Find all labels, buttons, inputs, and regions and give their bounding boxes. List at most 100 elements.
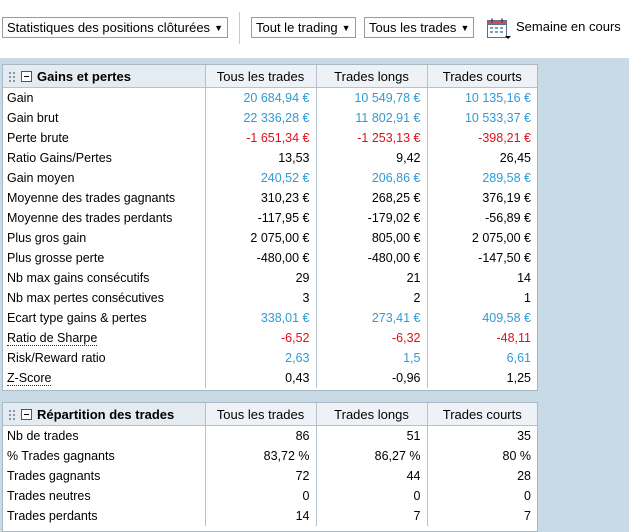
column-header: Trades courts — [427, 403, 537, 426]
row-label-text: Moyenne des trades gagnants — [7, 191, 175, 205]
repartition-table: Répartition des trades Tous les trades T… — [3, 403, 537, 526]
trading-filter-value: Tout le trading — [256, 20, 338, 35]
drag-handle-icon[interactable] — [8, 71, 17, 83]
cell-value: 805,00 € — [316, 228, 427, 248]
row-label: Moyenne des trades gagnants — [3, 188, 205, 208]
table-row: Trades gagnants 72 44 28 — [3, 466, 537, 486]
table-row: Moyenne des trades gagnants 310,23 €268,2… — [3, 188, 537, 208]
table-row: Gain 20 684,94 €10 549,78 €10 135,16 € — [3, 88, 537, 109]
row-label: Trades perdants — [3, 506, 205, 526]
row-label-text[interactable]: Z-Score — [7, 371, 51, 386]
cell-value: -147,50 € — [427, 248, 537, 268]
row-label: Risk/Reward ratio — [3, 348, 205, 368]
calendar-icon — [486, 17, 512, 41]
stats-type-dropdown[interactable]: Statistiques des positions clôturées ▼ — [2, 17, 228, 38]
cell-value: -1 253,13 € — [316, 128, 427, 148]
cell-value: 206,86 € — [316, 168, 427, 188]
cell-value: 376,19 € — [427, 188, 537, 208]
repartition-header: Répartition des trades — [3, 403, 205, 426]
cell-value: 310,23 € — [205, 188, 316, 208]
cell-value: 289,58 € — [427, 168, 537, 188]
cell-value: 35 — [427, 426, 537, 447]
trading-filter-dropdown[interactable]: Tout le trading ▼ — [251, 17, 356, 38]
table-row: Trades perdants 14 7 7 — [3, 506, 537, 526]
cell-value: 2 — [316, 288, 427, 308]
cell-value: 86 — [205, 426, 316, 447]
row-label-text: Ratio Gains/Pertes — [7, 151, 112, 165]
table-row: % Trades gagnants 83,72 % 86,27 % 80 % — [3, 446, 537, 466]
row-label: Perte brute — [3, 128, 205, 148]
cell-value: 0 — [205, 486, 316, 506]
table-row: Gain moyen 240,52 €206,86 €289,58 € — [3, 168, 537, 188]
row-label-text: Gain — [7, 91, 33, 105]
trades-filter-value: Tous les trades — [369, 20, 456, 35]
cell-value: 0 — [427, 486, 537, 506]
toolbar-divider — [239, 12, 240, 44]
row-label: Z-Score — [3, 368, 205, 388]
cell-value: 2,63 — [205, 348, 316, 368]
cell-value: 409,58 € — [427, 308, 537, 328]
row-label-text: Nb max pertes consécutives — [7, 291, 164, 305]
cell-value: 338,01 € — [205, 308, 316, 328]
cell-value: 6,61 — [427, 348, 537, 368]
trades-filter-dropdown[interactable]: Tous les trades ▼ — [364, 17, 474, 38]
cell-value: 3 — [205, 288, 316, 308]
table-row: Gain brut 22 336,28 €11 802,91 €10 533,37… — [3, 108, 537, 128]
table-row: Nb max gains consécutifs 29 21 14 — [3, 268, 537, 288]
row-label-text: Gain brut — [7, 111, 58, 125]
row-label: Trades neutres — [3, 486, 205, 506]
gains-pertes-panel: Gains et pertes Tous les trades Trades l… — [2, 64, 538, 391]
row-label: Nb max pertes consécutives — [3, 288, 205, 308]
row-label-text: Plus grosse perte — [7, 251, 104, 265]
cell-value: -6,52 — [205, 328, 316, 348]
row-label: Moyenne des trades perdants — [3, 208, 205, 228]
table-row: Plus gros gain 2 075,00 €805,00 €2 075,00… — [3, 228, 537, 248]
collapse-icon[interactable] — [21, 409, 32, 420]
gains-pertes-header: Gains et pertes — [3, 65, 205, 88]
cell-value: 1,5 — [316, 348, 427, 368]
row-label: Ratio Gains/Pertes — [3, 148, 205, 168]
cell-value: 10 533,37 € — [427, 108, 537, 128]
row-label: Gain — [3, 88, 205, 109]
repartition-panel: Répartition des trades Tous les trades T… — [2, 402, 538, 532]
cell-value: 2 075,00 € — [427, 228, 537, 248]
cell-value: 80 % — [427, 446, 537, 466]
cell-value: 86,27 % — [316, 446, 427, 466]
column-header: Trades longs — [316, 403, 427, 426]
cell-value: -179,02 € — [316, 208, 427, 228]
row-label-text[interactable]: Ratio de Sharpe — [7, 331, 97, 346]
row-label: % Trades gagnants — [3, 446, 205, 466]
cell-value: -1 651,34 € — [205, 128, 316, 148]
cell-value: 29 — [205, 268, 316, 288]
column-header: Tous les trades — [205, 403, 316, 426]
period-picker-button[interactable] — [486, 17, 512, 41]
cell-value: 273,41 € — [316, 308, 427, 328]
collapse-icon[interactable] — [21, 71, 32, 82]
cell-value: 1,25 — [427, 368, 537, 388]
row-label-text: Plus gros gain — [7, 231, 86, 245]
row-label-text: Moyenne des trades perdants — [7, 211, 172, 225]
table-row: Moyenne des trades perdants -117,95 € -179… — [3, 208, 537, 228]
cell-value: -0,96 — [316, 368, 427, 388]
table-row: Z-Score 0,43 -0,96 1,25 — [3, 368, 537, 388]
gains-pertes-table: Gains et pertes Tous les trades Trades l… — [3, 65, 537, 388]
section-title: Répartition des trades — [37, 407, 174, 422]
cell-value: 44 — [316, 466, 427, 486]
row-label: Gain moyen — [3, 168, 205, 188]
cell-value: 83,72 % — [205, 446, 316, 466]
cell-value: 9,42 — [316, 148, 427, 168]
cell-value: -6,32 — [316, 328, 427, 348]
drag-handle-icon[interactable] — [8, 409, 17, 421]
table-row: Risk/Reward ratio 2,63 1,5 6,61 — [3, 348, 537, 368]
row-label-text: Ecart type gains & pertes — [7, 311, 147, 325]
row-label-text: Nb max gains consécutifs — [7, 271, 149, 285]
cell-value: 0,43 — [205, 368, 316, 388]
cell-value: 28 — [427, 466, 537, 486]
cell-value: 11 802,91 € — [316, 108, 427, 128]
cell-value: 268,25 € — [316, 188, 427, 208]
chevron-down-icon: ▼ — [342, 23, 351, 33]
cell-value: 2 075,00 € — [205, 228, 316, 248]
row-label: Trades gagnants — [3, 466, 205, 486]
table-row: Ratio Gains/Pertes 13,53 9,42 26,45 — [3, 148, 537, 168]
table-row: Ratio de Sharpe -6,52 -6,32 -48,11 — [3, 328, 537, 348]
